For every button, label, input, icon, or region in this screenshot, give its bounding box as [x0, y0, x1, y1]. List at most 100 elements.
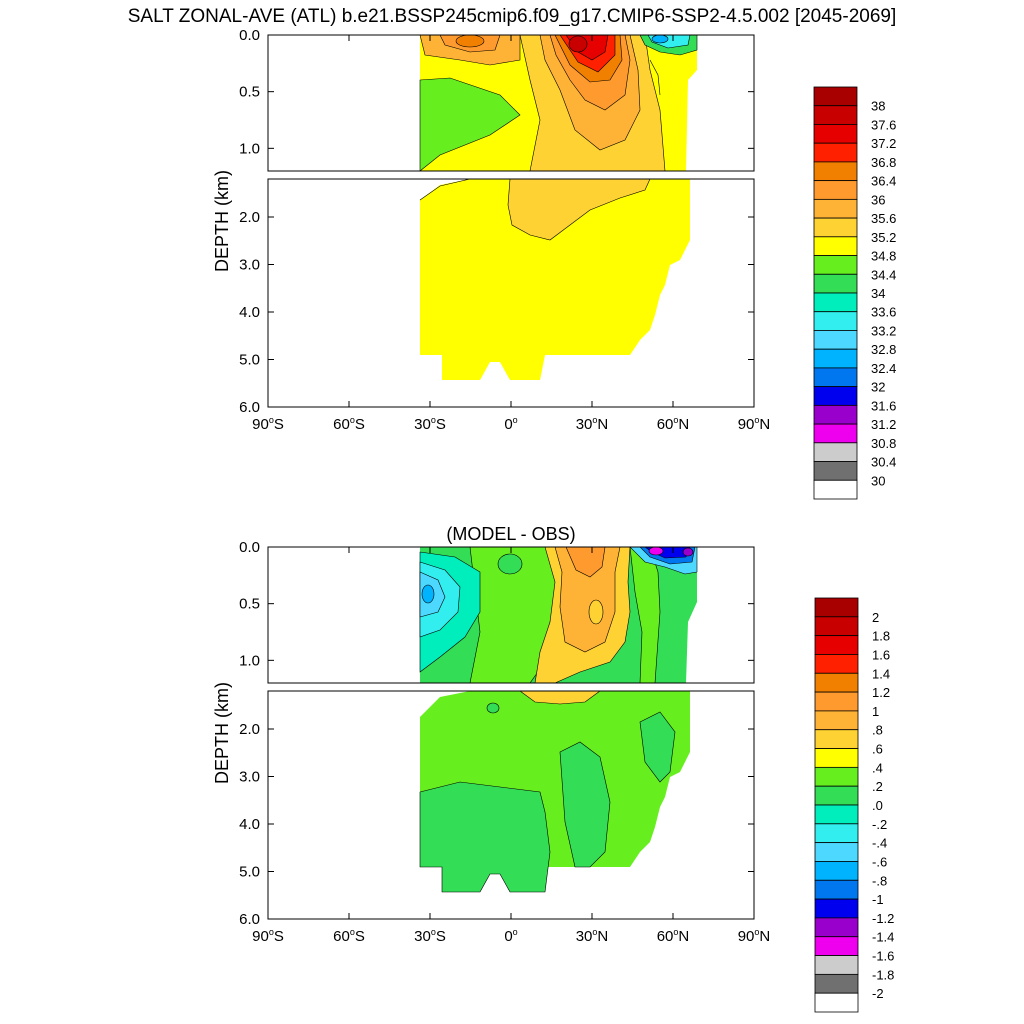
- colorbar-swatch: [814, 635, 859, 655]
- colorbar-swatch: [813, 180, 858, 200]
- colorbar-label: 31.2: [871, 417, 896, 432]
- salinity-panel: 90oS 60oS 30oS 0o 30oN 60oN 90oN 0.0 0.5 1.0 2.0 3.…: [212, 27, 896, 500]
- colorbar-label: 34.8: [871, 249, 896, 264]
- lower-field: [419, 179, 690, 380]
- colorbar-swatch: [813, 479, 858, 500]
- region-deep-0-east: [559, 741, 611, 868]
- colorbar-label: -.2: [872, 817, 887, 832]
- colorbar-swatch: [814, 766, 859, 787]
- colorbar-swatch: [813, 461, 858, 481]
- region-deep-35-2: [507, 179, 651, 241]
- difference-panel: 90oS 60oS 30oS 0o 30oN 60oN 90oN0.00.51.02.03.…: [212, 524, 894, 1013]
- colorbar-swatch: [813, 217, 858, 238]
- x-tick-label: 90oS: [252, 415, 284, 433]
- colorbar-swatch: [813, 236, 858, 256]
- colorbar: 21.81.61.41.21.8.6.4.2.0-.2-.4-.6-.8-1-1…: [814, 597, 894, 1013]
- colorbar-swatch: [814, 955, 859, 975]
- upper-field: [419, 547, 698, 683]
- y-tick-label: 5.0: [239, 864, 260, 881]
- colorbar-swatch: [814, 823, 859, 844]
- colorbar-label: 37.6: [871, 117, 896, 132]
- colorbar-swatch: [813, 292, 858, 313]
- y-tick-label: 3.0: [239, 257, 260, 274]
- colorbar-swatch: [813, 330, 858, 350]
- contour-line: [419, 179, 471, 201]
- x-tick-label: 30oN: [576, 927, 609, 945]
- region-1: [565, 547, 606, 578]
- colorbar-label: -1.6: [872, 949, 894, 964]
- colorbar-swatch: [814, 842, 859, 862]
- x-tick-label: 60oS: [333, 415, 365, 433]
- y-tick-label: 2.0: [239, 209, 260, 226]
- figure-title: SALT ZONAL-AVE (ATL) b.e21.BSSP245cmip6.…: [127, 6, 897, 27]
- y-axis-label: DEPTH (km): [212, 682, 232, 784]
- colorbar-label: 34: [871, 286, 885, 301]
- x-tick-label: 90oN: [738, 415, 771, 433]
- colorbar-swatch: [813, 348, 858, 369]
- colorbar-label: 31.6: [871, 398, 896, 413]
- y-tick-label: 5.0: [239, 352, 260, 369]
- y-tick-label: 0.5: [239, 84, 260, 101]
- colorbar-swatch: [813, 404, 858, 425]
- colorbar-label: -1.2: [872, 911, 894, 926]
- colorbar-label: 33.6: [871, 305, 896, 320]
- colorbar: 38 37.6 37.2 36.8 36.4 36 35.6 35.2 34.8 34.4 34 33…: [813, 86, 896, 500]
- colorbar-label: 1: [872, 704, 879, 719]
- colorbar-label: 32: [871, 380, 885, 395]
- colorbar-label: 35.6: [871, 211, 896, 226]
- x-tick-label: 60oN: [657, 415, 690, 433]
- colorbar-swatch: [814, 597, 859, 618]
- colorbar-swatch: [814, 785, 859, 806]
- colorbar-swatch: [814, 917, 859, 938]
- y-tick-label: 0.5: [239, 596, 260, 613]
- colorbar-swatch: [814, 861, 859, 881]
- y-tick-label: 0.0: [239, 539, 260, 556]
- colorbar-label: 1.2: [872, 685, 890, 700]
- colorbar-label: 32.4: [871, 361, 896, 376]
- colorbar-swatch: [814, 804, 859, 825]
- colorbar-swatch: [814, 898, 859, 919]
- y-axis-label: DEPTH (km): [212, 170, 232, 272]
- y-axis: 0.0 0.5 1.0 2.0 3.0 4.0 5.0 6.0 DEPTH (km): [212, 539, 754, 928]
- region-38: [568, 35, 588, 53]
- colorbar-label: -2: [872, 986, 884, 1001]
- colorbar-swatch: [814, 879, 859, 900]
- colorbar-swatch: [814, 616, 859, 637]
- region-34-8: [419, 77, 521, 171]
- colorbar-swatch: [813, 442, 858, 462]
- region-arctic-neg-1-6: [648, 547, 664, 556]
- colorbar-label: 36.4: [871, 174, 896, 189]
- colorbar-swatch: [813, 86, 858, 107]
- x-axis: 90oS 60oS 30oS 0o 30oN 60oN 90oN: [252, 547, 770, 945]
- colorbar-label: 2: [872, 610, 879, 625]
- colorbar-swatch: [814, 992, 859, 1013]
- colorbar-label: 1.8: [872, 629, 890, 644]
- colorbar-label: .2: [872, 779, 883, 794]
- y-tick-label: 1.0: [239, 140, 260, 157]
- upper-field: [419, 35, 698, 171]
- colorbar-swatch: [813, 273, 858, 294]
- y-tick-label: 4.0: [239, 816, 260, 833]
- x-tick-label: 90oN: [738, 927, 771, 945]
- colorbar-label: -.6: [872, 854, 887, 869]
- x-tick-label: 90oS: [252, 927, 284, 945]
- colorbar-label: -1.4: [872, 930, 894, 945]
- region-neg-0-8: [421, 584, 435, 604]
- colorbar-label: .0: [872, 798, 883, 813]
- colorbar-swatch: [813, 105, 858, 125]
- x-tick-label: 60oS: [333, 927, 365, 945]
- y-tick-label: 0.0: [239, 27, 260, 44]
- colorbar-label: .8: [872, 723, 883, 738]
- x-tick-label: 0o: [504, 415, 517, 433]
- colorbar-swatch: [814, 748, 859, 768]
- region-deep-0-6: [519, 691, 601, 705]
- region-deep-0: [419, 781, 551, 893]
- y-tick-label: 3.0: [239, 769, 260, 786]
- region-0-island: [497, 553, 523, 575]
- y-tick-label: 4.0: [239, 304, 260, 321]
- colorbar-label: -.8: [872, 873, 887, 888]
- x-tick-label: 30oS: [414, 415, 446, 433]
- colorbar-swatch: [813, 386, 858, 406]
- y-tick-label: 6.0: [239, 911, 260, 928]
- colorbar-label: 30.4: [871, 455, 896, 470]
